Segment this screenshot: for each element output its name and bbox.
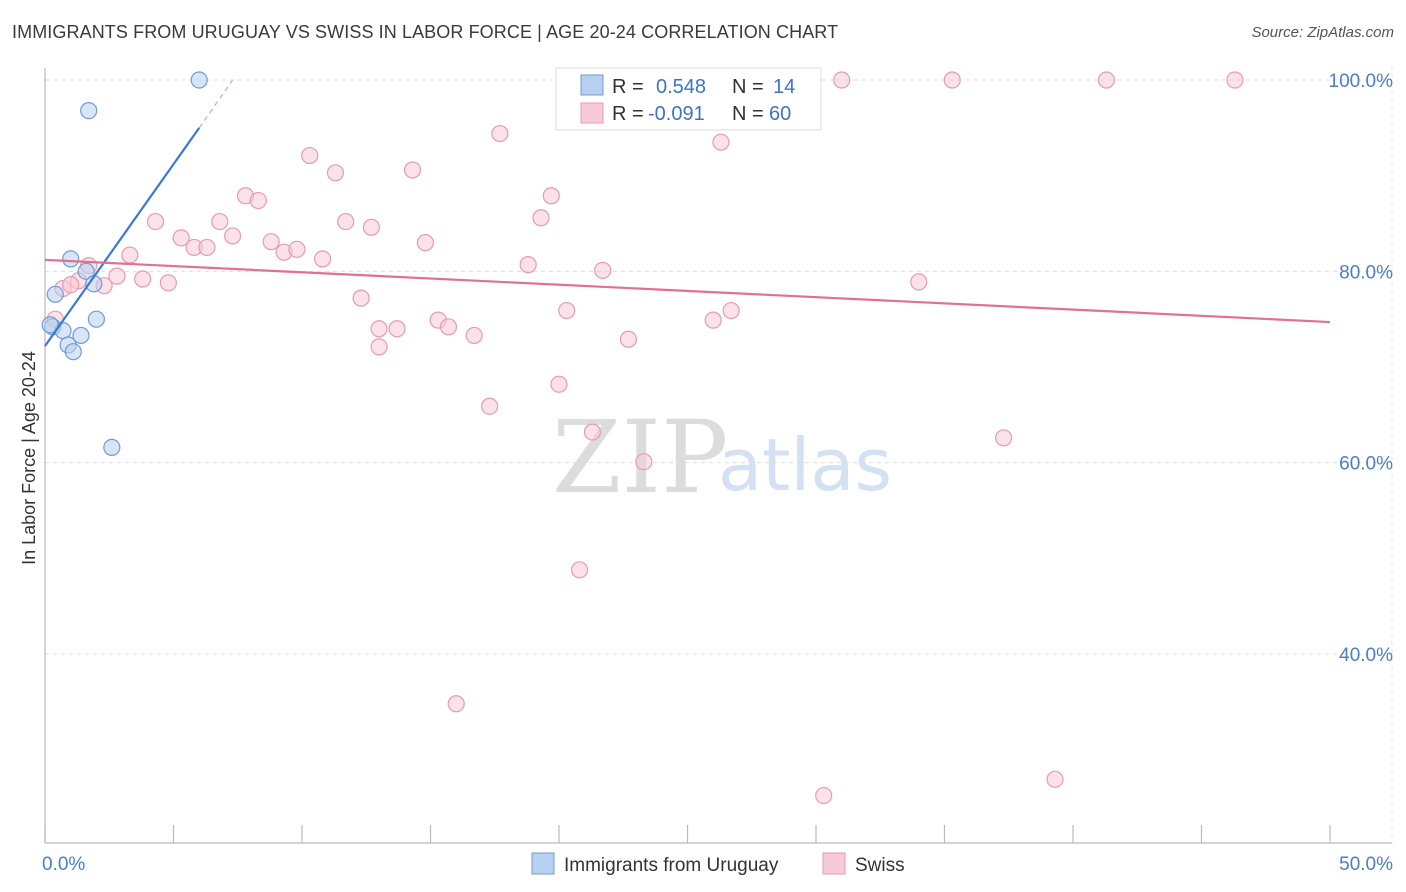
point-swiss-22 (326, 164, 345, 182)
point-uruguay-10 (87, 310, 106, 328)
legend-label-uruguay: Immigrants from Uruguay (564, 855, 779, 876)
watermark-atlas: atlas (718, 423, 892, 507)
trend-line-uruguay (44, 127, 201, 347)
stats-r-value-uruguay: 0.548 (656, 76, 706, 98)
chart-source: Source: ZipAtlas.com (1251, 24, 1394, 41)
stats-swatch-swiss (580, 102, 604, 124)
chart-title: IMMIGRANTS FROM URUGUAY VS SWISS IN LABO… (12, 22, 839, 42)
point-swiss-10 (172, 229, 190, 247)
point-swiss-5 (108, 267, 126, 285)
point-swiss-25 (362, 218, 380, 236)
point-swiss-34 (481, 397, 499, 415)
stats-r-value-swiss: -0.091 (648, 103, 705, 125)
point-swiss-26 (370, 338, 388, 356)
stats-n-value-uruguay: 14 (773, 76, 795, 98)
point-swiss-36 (519, 256, 537, 274)
stats-n-label-swiss: N = (732, 103, 764, 125)
point-uruguay-5 (64, 343, 82, 361)
point-uruguay-4 (62, 250, 80, 268)
point-uruguay-12 (190, 71, 208, 89)
y-tick-label-0: 100.0% (1329, 71, 1394, 92)
point-swiss-59 (370, 320, 388, 338)
point-swiss-48 (712, 133, 730, 151)
watermark: ZIP atlas (552, 399, 892, 516)
point-uruguay-13 (41, 316, 59, 334)
axes (44, 68, 1392, 844)
point-swiss-43 (594, 261, 612, 279)
point-swiss-57 (1226, 71, 1244, 89)
point-swiss-31 (439, 318, 458, 336)
y-tick-label-1: 80.0% (1339, 262, 1393, 283)
x-tick-label-0: 0.0% (42, 854, 85, 875)
point-swiss-16 (249, 191, 267, 210)
point-swiss-58 (62, 276, 80, 294)
point-uruguay-8 (80, 102, 98, 120)
x-tick-label-1: 50.0% (1339, 854, 1393, 875)
point-swiss-32 (447, 695, 465, 713)
legend-swatch-uruguay (531, 852, 555, 875)
point-swiss-54 (995, 429, 1013, 447)
point-swiss-55 (1046, 770, 1064, 788)
point-swiss-28 (403, 161, 422, 179)
point-swiss-39 (550, 375, 568, 393)
stats-legend: R = 0.548 N = 14 R = -0.091 N = 60 (555, 67, 822, 131)
point-swiss-50 (815, 786, 833, 805)
y-axis-label: In Labor Force | Age 20-24 (19, 351, 39, 565)
y-tick-label-3: 40.0% (1339, 645, 1393, 666)
trend-line-swiss (44, 258, 1331, 324)
point-uruguay-1 (46, 285, 64, 303)
point-swiss-13 (211, 212, 229, 231)
point-swiss-49 (722, 301, 740, 320)
point-swiss-41 (570, 561, 589, 579)
point-uruguay-6 (72, 326, 90, 345)
point-swiss-14 (224, 227, 242, 245)
series-legend: Immigrants from Uruguay Swiss (531, 852, 905, 876)
point-swiss-24 (352, 289, 370, 307)
point-swiss-23 (337, 212, 355, 231)
stats-r-label-swiss: R = (612, 103, 644, 125)
point-swiss-33 (465, 326, 483, 345)
point-swiss-45 (635, 453, 653, 471)
trend-lines (44, 79, 1331, 347)
point-swiss-42 (583, 423, 602, 441)
point-swiss-27 (388, 320, 406, 338)
stats-n-label-uruguay: N = (732, 76, 764, 98)
point-swiss-8 (146, 212, 165, 231)
stats-swatch-uruguay (580, 74, 604, 96)
point-uruguay-7 (77, 262, 95, 280)
point-swiss-21 (313, 250, 332, 268)
point-swiss-19 (288, 240, 306, 258)
point-swiss-40 (558, 301, 576, 320)
y-tick-label-2: 60.0% (1339, 454, 1393, 475)
stats-r-label-uruguay: R = (612, 76, 644, 98)
data-points (41, 71, 1244, 805)
point-swiss-52 (910, 273, 928, 291)
trend-extension-uruguay (198, 79, 234, 129)
stats-n-value-swiss: 60 (769, 103, 791, 125)
point-swiss-35 (491, 124, 509, 143)
point-swiss-37 (532, 209, 550, 227)
point-swiss-9 (159, 274, 177, 292)
point-swiss-44 (619, 330, 637, 348)
point-swiss-7 (134, 270, 152, 288)
point-swiss-17 (262, 233, 280, 251)
point-swiss-56 (1097, 71, 1116, 89)
legend-label-swiss: Swiss (855, 855, 905, 876)
point-swiss-53 (943, 71, 961, 89)
point-uruguay-11 (103, 438, 121, 456)
legend-swatch-swiss (822, 852, 846, 875)
point-swiss-51 (833, 71, 851, 89)
point-swiss-38 (542, 187, 560, 205)
point-swiss-29 (416, 234, 434, 252)
point-swiss-12 (198, 238, 216, 257)
point-swiss-20 (301, 146, 319, 165)
tick-labels: 100.0% 80.0% 60.0% 40.0% 0.0% 50.0% (42, 71, 1393, 875)
point-swiss-47 (704, 311, 722, 329)
point-swiss-6 (121, 246, 139, 264)
